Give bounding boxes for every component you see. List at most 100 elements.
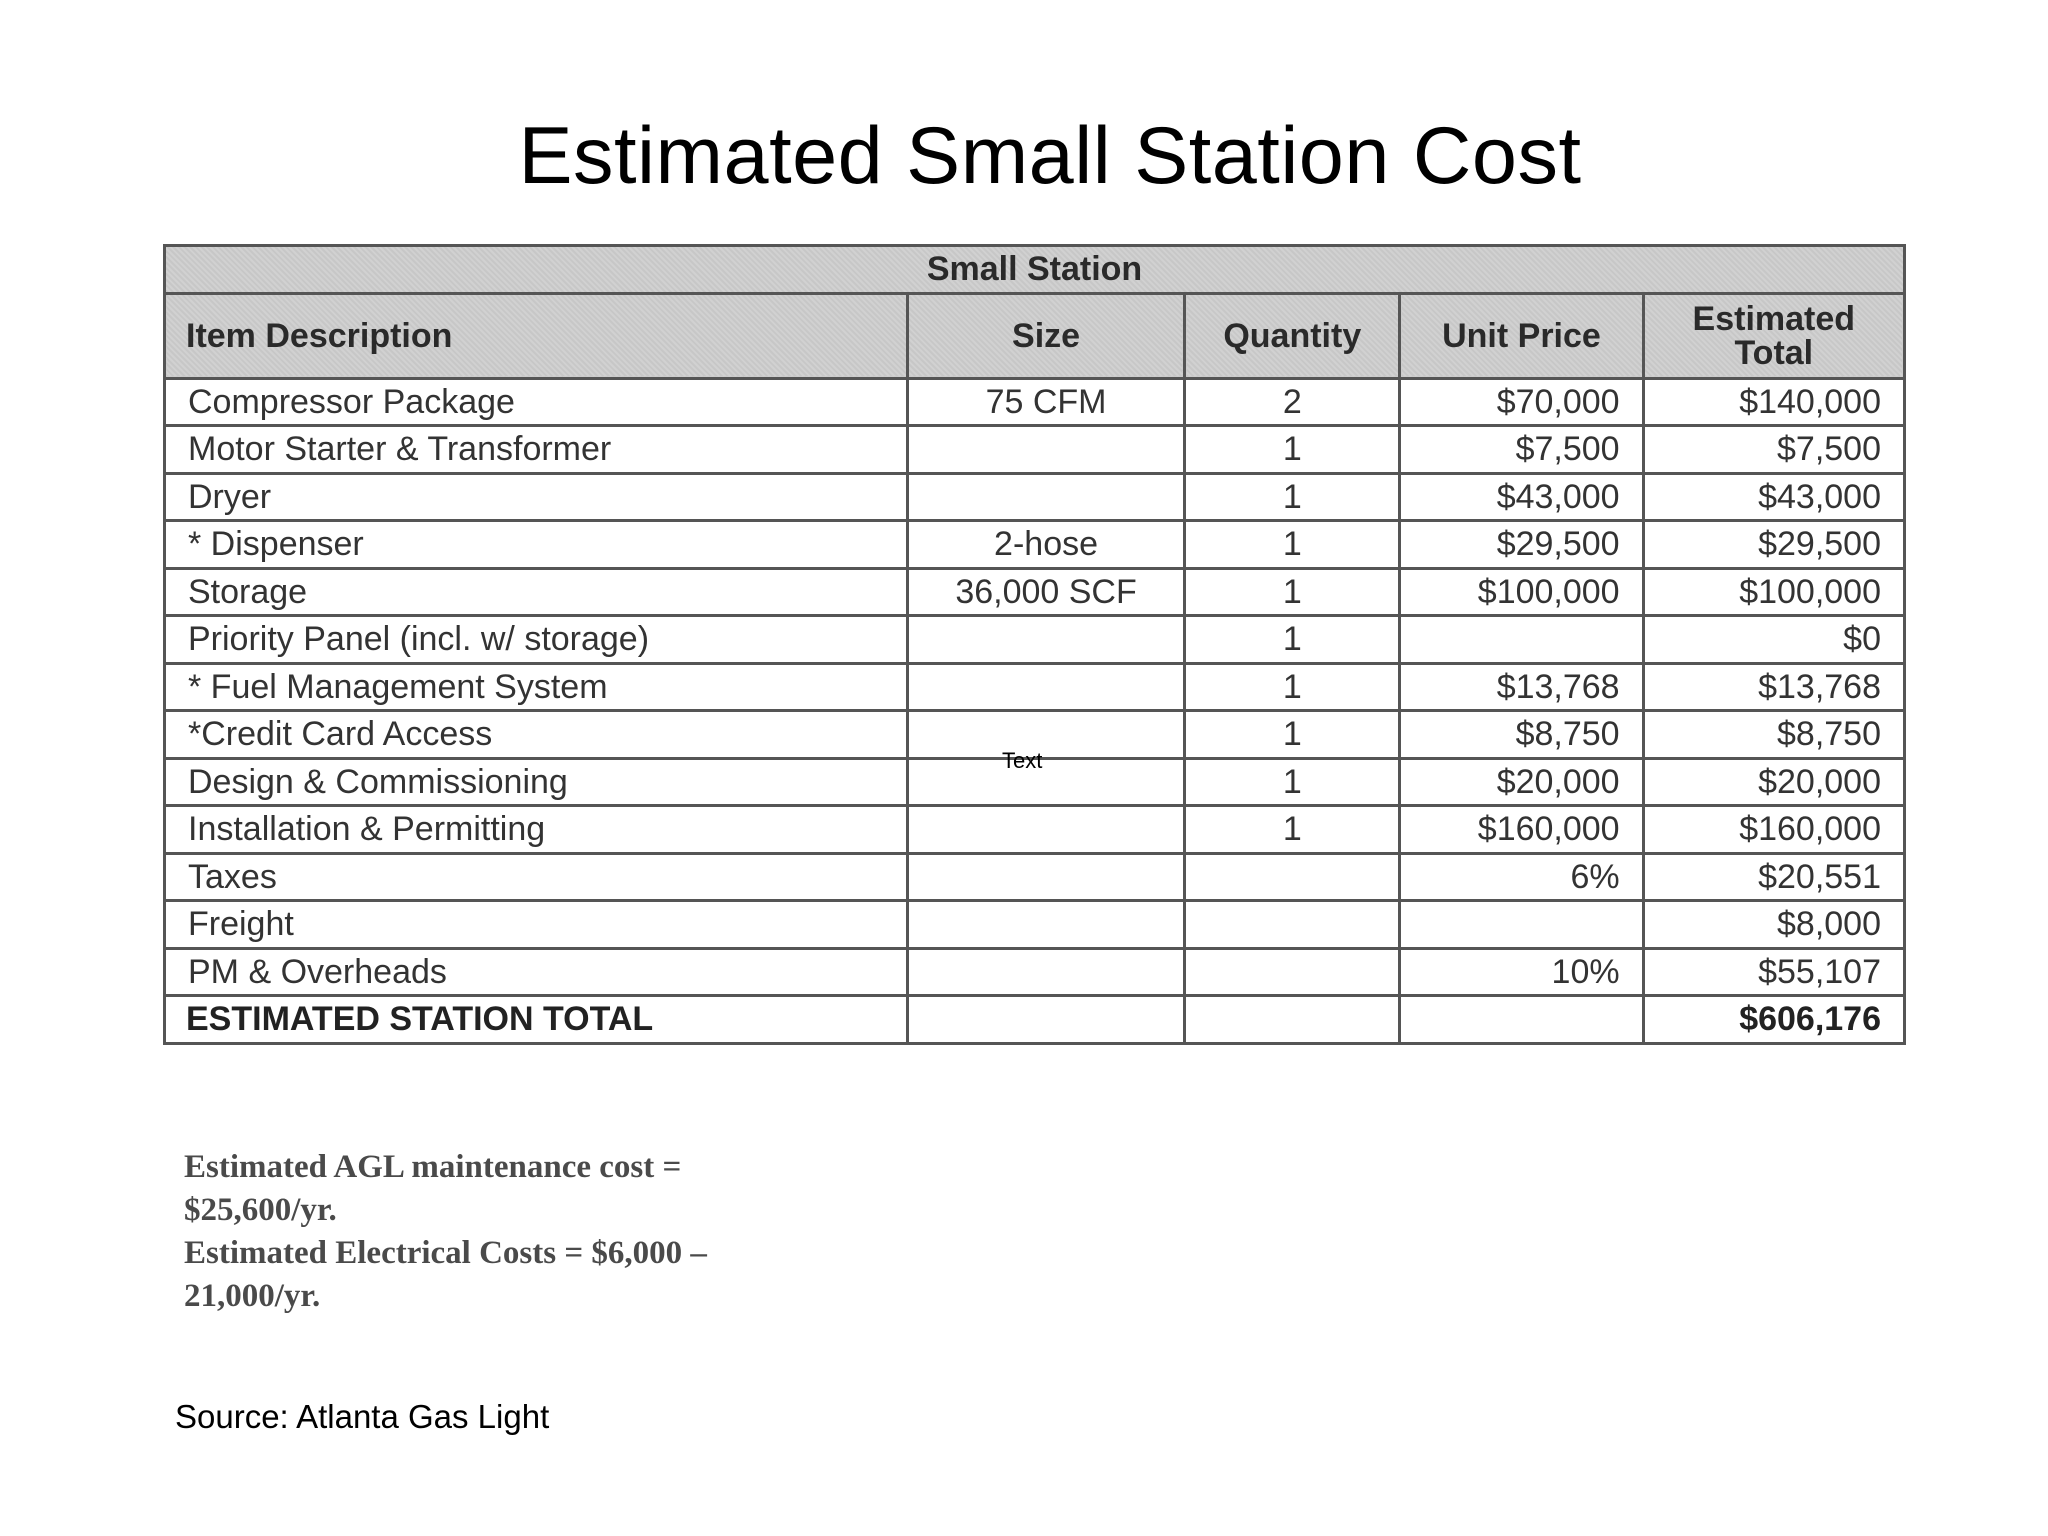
table-row: Storage 36,000 SCF 1 $100,000 $100,000 bbox=[163, 566, 1907, 617]
cell-item-description: Design & Commissioning bbox=[163, 756, 909, 807]
cell-unit-price: $160,000 bbox=[1398, 804, 1645, 855]
cell-estimated-total: $20,551 bbox=[1641, 851, 1907, 902]
cell-quantity: 1 bbox=[1183, 661, 1402, 712]
cell-item-description: PM & Overheads bbox=[163, 946, 909, 997]
table-row: Motor Starter & Transformer 1 $7,500 $7,500 bbox=[163, 424, 1907, 475]
cell-unit-price bbox=[1398, 614, 1645, 665]
cell-item-description: Installation & Permitting bbox=[163, 804, 909, 855]
cell-quantity: 1 bbox=[1183, 566, 1402, 617]
cell-estimated-total: $100,000 bbox=[1641, 566, 1907, 617]
cell-unit-price: $8,750 bbox=[1398, 709, 1645, 760]
cell-item-description: Freight bbox=[163, 899, 909, 950]
cell-unit-price: $70,000 bbox=[1398, 376, 1645, 427]
cell-size bbox=[905, 661, 1187, 712]
cell-estimated-total: $29,500 bbox=[1641, 519, 1907, 570]
cell-size bbox=[905, 424, 1187, 475]
cell-quantity: 2 bbox=[1183, 376, 1402, 427]
cell-item-description: *Credit Card Access bbox=[163, 709, 909, 760]
cell-size: 2-hose bbox=[905, 519, 1187, 570]
table-row: Compressor Package 75 CFM 2 $70,000 $140,000 bbox=[163, 376, 1907, 427]
cell-size bbox=[905, 614, 1187, 665]
header-quantity: Quantity bbox=[1183, 291, 1402, 380]
cost-table-container: Small Station Item Description Size Quan… bbox=[163, 244, 1907, 1045]
cell-size bbox=[905, 756, 1187, 807]
total-value: $606,176 bbox=[1641, 994, 1907, 1045]
page-title: Estimated Small Station Cost bbox=[518, 111, 1582, 202]
total-label: ESTIMATED STATION TOTAL bbox=[163, 994, 909, 1045]
table-banner: Small Station bbox=[163, 244, 1906, 295]
header-item-description: Item Description bbox=[163, 291, 909, 380]
cell-size bbox=[905, 804, 1187, 855]
cell-item-description: Dryer bbox=[163, 471, 909, 522]
cell-estimated-total: $13,768 bbox=[1641, 661, 1907, 712]
table-row: Dryer 1 $43,000 $43,000 bbox=[163, 471, 1907, 522]
cell-estimated-total: $160,000 bbox=[1641, 804, 1907, 855]
cell-quantity bbox=[1183, 851, 1402, 902]
cell-unit-price: $100,000 bbox=[1398, 566, 1645, 617]
cell-unit-price: $20,000 bbox=[1398, 756, 1645, 807]
cell-estimated-total: $8,000 bbox=[1641, 899, 1907, 950]
table-row: * Fuel Management System 1 $13,768 $13,768 bbox=[163, 661, 1907, 712]
cell-item-description: Compressor Package bbox=[163, 376, 909, 427]
note-line: Estimated Electrical Costs = $6,000 – bbox=[184, 1235, 707, 1271]
table-row: Freight $8,000 bbox=[163, 899, 1907, 950]
header-size: Size bbox=[905, 291, 1187, 380]
cost-table: Small Station Item Description Size Quan… bbox=[163, 244, 1907, 1045]
table-header-row: Item Description Size Quantity Unit Pric… bbox=[163, 291, 1907, 380]
note-line: $25,600/yr. bbox=[184, 1192, 337, 1228]
cell-estimated-total: $20,000 bbox=[1641, 756, 1907, 807]
total-quantity-cell bbox=[1183, 994, 1402, 1045]
cell-quantity: 1 bbox=[1183, 519, 1402, 570]
floating-text-label: Text bbox=[1002, 748, 1043, 773]
table-total-row: ESTIMATED STATION TOTAL $606,176 bbox=[163, 994, 1907, 1045]
cell-item-description: Priority Panel (incl. w/ storage) bbox=[163, 614, 909, 665]
cell-quantity: 1 bbox=[1183, 804, 1402, 855]
table-row: *Credit Card Access 1 $8,750 $8,750 bbox=[163, 709, 1907, 760]
cell-item-description: Motor Starter & Transformer bbox=[163, 424, 909, 475]
cell-size: 75 CFM bbox=[905, 376, 1187, 427]
cell-unit-price: $43,000 bbox=[1398, 471, 1645, 522]
table-body: Compressor Package 75 CFM 2 $70,000 $140,000… bbox=[163, 376, 1907, 997]
cell-estimated-total: $7,500 bbox=[1641, 424, 1907, 475]
table-row: Installation & Permitting 1 $160,000 $160,0… bbox=[163, 804, 1907, 855]
table-row: PM & Overheads 10% $55,107 bbox=[163, 946, 1907, 997]
cell-size: 36,000 SCF bbox=[905, 566, 1187, 617]
cell-item-description: * Fuel Management System bbox=[163, 661, 909, 712]
cell-quantity: 1 bbox=[1183, 709, 1402, 760]
cell-unit-price: 6% bbox=[1398, 851, 1645, 902]
cell-size bbox=[905, 946, 1187, 997]
cell-size bbox=[905, 471, 1187, 522]
cell-item-description: * Dispenser bbox=[163, 519, 909, 570]
cell-estimated-total: $140,000 bbox=[1641, 376, 1907, 427]
cell-estimated-total: $8,750 bbox=[1641, 709, 1907, 760]
cell-unit-price: $7,500 bbox=[1398, 424, 1645, 475]
cell-size bbox=[905, 851, 1187, 902]
header-unit-price: Unit Price bbox=[1398, 291, 1645, 380]
table-row: Taxes 6% $20,551 bbox=[163, 851, 1907, 902]
cell-unit-price bbox=[1398, 899, 1645, 950]
table-row: Priority Panel (incl. w/ storage) 1 $0 bbox=[163, 614, 1907, 665]
cell-unit-price: $13,768 bbox=[1398, 661, 1645, 712]
cell-item-description: Taxes bbox=[163, 851, 909, 902]
cell-estimated-total: $0 bbox=[1641, 614, 1907, 665]
cell-size bbox=[905, 899, 1187, 950]
total-size-cell bbox=[905, 994, 1187, 1045]
cell-unit-price: 10% bbox=[1398, 946, 1645, 997]
cell-quantity: 1 bbox=[1183, 424, 1402, 475]
table-row: * Dispenser 2-hose 1 $29,500 $29,500 bbox=[163, 519, 1907, 570]
source-citation: Source: Atlanta Gas Light bbox=[175, 1398, 550, 1435]
cell-quantity: 1 bbox=[1183, 756, 1402, 807]
cell-item-description: Storage bbox=[163, 566, 909, 617]
cell-quantity bbox=[1183, 899, 1402, 950]
cell-unit-price: $29,500 bbox=[1398, 519, 1645, 570]
cell-quantity: 1 bbox=[1183, 614, 1402, 665]
table-row: Design & Commissioning 1 $20,000 $20,000 bbox=[163, 756, 1907, 807]
cell-quantity: 1 bbox=[1183, 471, 1402, 522]
cell-size bbox=[905, 709, 1187, 760]
header-estimated-total: Estimated Total bbox=[1641, 291, 1907, 380]
note-line: 21,000/yr. bbox=[184, 1278, 321, 1314]
cell-quantity bbox=[1183, 946, 1402, 997]
cell-estimated-total: $43,000 bbox=[1641, 471, 1907, 522]
note-line: Estimated AGL maintenance cost = bbox=[184, 1149, 682, 1185]
cost-notes: Estimated AGL maintenance cost = $25,600… bbox=[184, 1146, 824, 1318]
